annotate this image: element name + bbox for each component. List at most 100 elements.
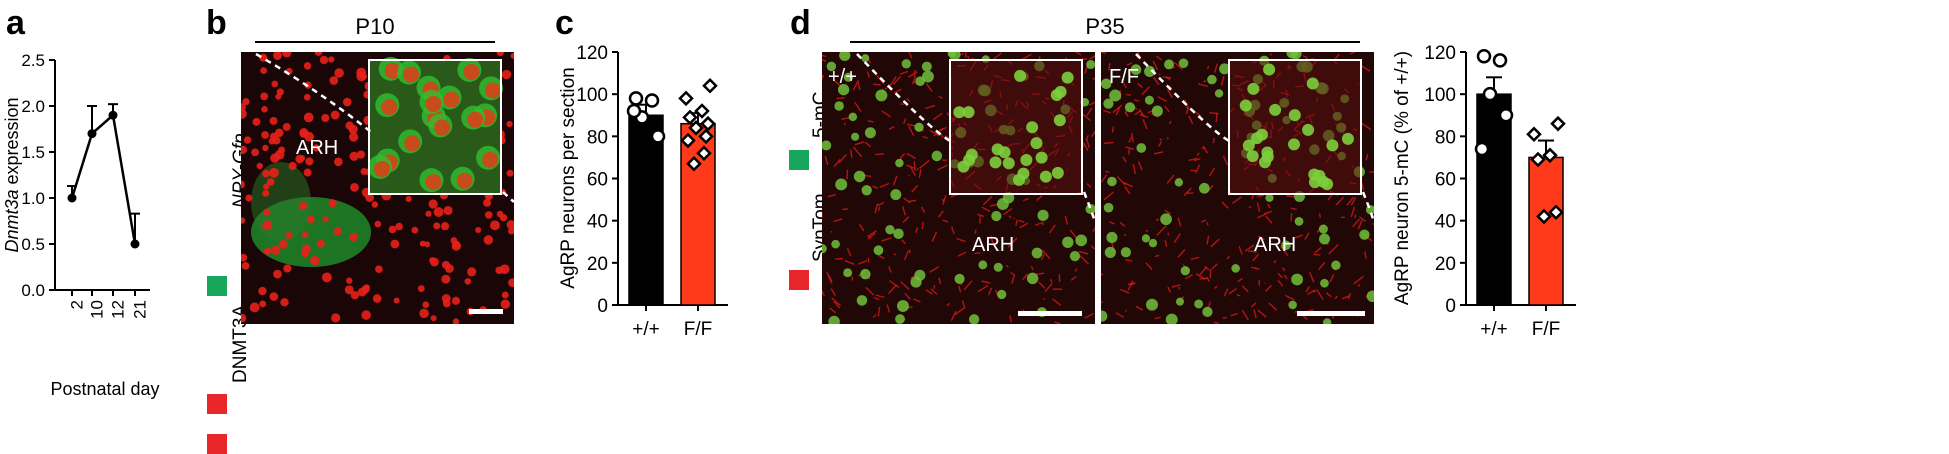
nucleus (502, 70, 511, 79)
y-axis-label-d: AgRP neuron 5-mC (% of +/+) (1392, 51, 1413, 305)
nucleus (861, 54, 869, 62)
fiber (903, 217, 909, 223)
nucleus (1125, 102, 1135, 112)
nucleus (1295, 217, 1304, 226)
nucleus (1320, 279, 1329, 288)
nucleus (1331, 261, 1340, 270)
nucleus (259, 300, 266, 307)
fiber (1174, 233, 1180, 242)
nucleus (277, 88, 284, 95)
fiber (872, 186, 878, 188)
fiber (1255, 268, 1259, 269)
nucleus (969, 314, 979, 324)
fiber (1087, 108, 1092, 116)
nucleus (262, 220, 272, 230)
data-point-a (109, 111, 118, 120)
nucleus (865, 127, 876, 138)
nucleus (363, 284, 369, 290)
nucleus (304, 62, 311, 69)
data-point-ff-d (1528, 128, 1540, 140)
fiber (1224, 289, 1228, 297)
fiber (822, 53, 826, 56)
fiber (919, 169, 921, 178)
fiber (1350, 52, 1356, 54)
fiber (930, 267, 939, 273)
nucleus (851, 133, 859, 141)
fiber (1165, 106, 1169, 112)
fiber (1310, 272, 1314, 282)
legend-red-swatch (207, 434, 227, 454)
fiber (1050, 279, 1052, 282)
nucleus (1181, 266, 1190, 275)
nucleus (1070, 251, 1080, 261)
bar-d (1529, 157, 1563, 305)
fiber (845, 261, 854, 265)
nucleus (253, 118, 261, 126)
fiber (1160, 139, 1162, 140)
nucleus (1062, 237, 1073, 248)
fiber (1091, 246, 1094, 249)
fiber (1146, 263, 1152, 270)
nucleus (242, 262, 250, 270)
fiber (1139, 109, 1144, 117)
fiber (1129, 137, 1132, 142)
fiber (922, 222, 923, 225)
nucleus (262, 145, 268, 151)
fiber (1010, 315, 1012, 322)
fiber (833, 219, 842, 222)
fiber (1195, 112, 1201, 116)
fiber (1212, 264, 1218, 269)
fiber (1369, 172, 1374, 173)
fiber (1167, 138, 1169, 139)
nucleus (346, 278, 352, 284)
fiber (1213, 138, 1214, 143)
fiber (1014, 218, 1015, 219)
fiber (932, 232, 936, 242)
fiber (1330, 274, 1334, 282)
fiber (1266, 216, 1272, 223)
nucleus (1202, 307, 1212, 317)
nucleus (922, 62, 932, 72)
region-label-arh-d-wt: ARH (972, 234, 1014, 257)
fiber (1320, 213, 1321, 217)
fiber (1129, 148, 1130, 154)
x-tick-label-a: 10 (87, 300, 106, 319)
nucleus (1175, 178, 1183, 186)
nucleus (854, 171, 865, 182)
nucleus (822, 244, 827, 253)
nucleus (1319, 224, 1328, 233)
data-point-wt-d (1478, 50, 1490, 62)
fiber (1221, 76, 1223, 85)
fiber (1365, 251, 1366, 258)
fiber (1125, 310, 1126, 311)
data-point-wt-d (1476, 143, 1488, 155)
fiber (822, 71, 824, 77)
fiber (951, 311, 956, 321)
nucleus (241, 217, 245, 223)
fiber (1274, 261, 1276, 263)
nucleus (857, 295, 868, 306)
fiber (1085, 314, 1094, 319)
fiber (989, 288, 992, 295)
nucleus (428, 199, 437, 208)
panel-d-header: P35 (850, 14, 1360, 40)
fiber (901, 281, 910, 289)
nucleus (412, 227, 419, 234)
fiber (878, 202, 884, 205)
panel-letter-b: b (206, 6, 227, 40)
fiber (1090, 54, 1095, 60)
fiber (868, 258, 869, 263)
nucleus (507, 220, 514, 229)
nucleus (442, 294, 451, 303)
fiber (1101, 271, 1103, 275)
fiber (822, 58, 826, 61)
fiber (1258, 310, 1266, 317)
nucleus (349, 233, 358, 242)
y-tick-label-a: 1.0 (21, 189, 45, 208)
fiber (1278, 280, 1283, 286)
nucleus (508, 278, 514, 287)
y-tick-label-c: 0 (597, 296, 608, 317)
nucleus (441, 222, 449, 230)
nucleus (310, 256, 319, 265)
fiber (834, 159, 840, 167)
